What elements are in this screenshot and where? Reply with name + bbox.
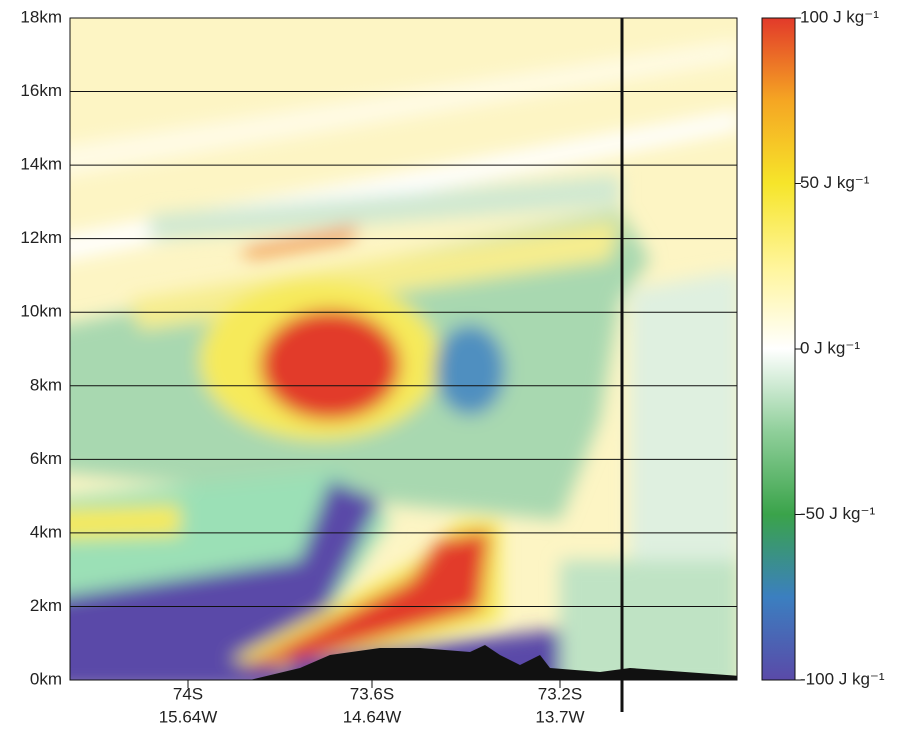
y-tick-label: 12km [20, 228, 62, 247]
x-tick-label: 15.64W [159, 707, 218, 726]
x-tick-label: 13.7W [535, 707, 584, 726]
y-tick-label: 14km [20, 155, 62, 174]
colorbar-label: 100 J kg⁻¹ [800, 7, 879, 26]
x-tick-label: 74S [173, 684, 203, 703]
plot-frame [69, 17, 738, 681]
y-tick-label: 8km [30, 375, 62, 394]
y-tick-label: 10km [20, 302, 62, 321]
x-tick-label: 14.64W [343, 707, 402, 726]
colorbar-label: 50 J kg⁻¹ [800, 173, 870, 192]
y-tick-label: 0km [30, 669, 62, 688]
colorbar-label: -100 J kg⁻¹ [800, 669, 885, 688]
x-tick-label: 73.6S [350, 684, 394, 703]
terrain [250, 645, 737, 680]
y-tick-label: 18km [20, 7, 62, 26]
colorbar-label: 0 J kg⁻¹ [800, 338, 860, 357]
field [70, 18, 737, 680]
y-tick-label: 2km [30, 596, 62, 615]
y-tick-label: 4km [30, 522, 62, 541]
colorbar-label: -50 J kg⁻¹ [800, 504, 875, 523]
y-tick-label: 6km [30, 449, 62, 468]
x-tick-label: 73.2S [538, 684, 582, 703]
colorbar [761, 17, 796, 681]
y-tick-label: 16km [20, 81, 62, 100]
